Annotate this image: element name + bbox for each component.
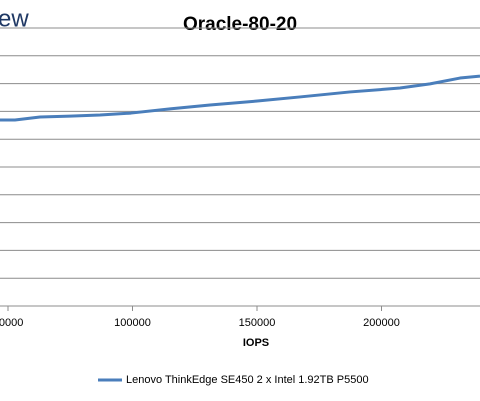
chart-title: Oracle-80-20 [183, 14, 297, 35]
x-tick-label: 200000 [363, 317, 400, 329]
x-tick-label: 150000 [239, 317, 276, 329]
x-tick-label: 50000 [0, 317, 23, 329]
x-tick-label: 100000 [114, 317, 151, 329]
x-axis-title: IOPS [243, 337, 269, 349]
line-series [0, 74, 480, 122]
legend-label: Lenovo ThinkEdge SE450 2 x Intel 1.92TB … [126, 374, 369, 386]
